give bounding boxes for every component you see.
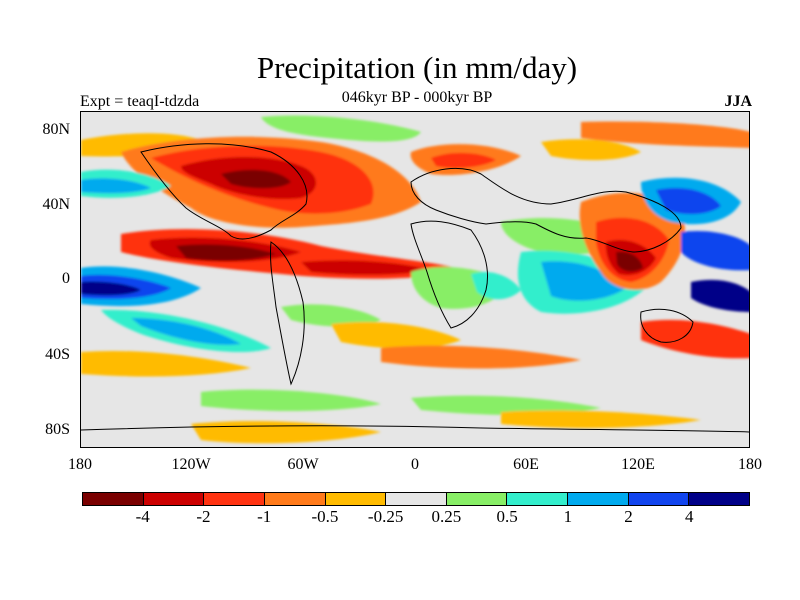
lat-label: 40S (45, 346, 70, 363)
map-plot (80, 111, 750, 448)
anomaly-region (691, 279, 749, 312)
lon-label: 120E (621, 456, 655, 473)
colorbar-segment (264, 493, 326, 505)
anomaly-region (81, 178, 151, 194)
plot-title: Precipitation (in mm/day) (256, 50, 578, 85)
anomaly-region (501, 410, 701, 429)
lat-label: 80N (42, 121, 70, 138)
colorbar-segment (83, 493, 144, 505)
colorbar-segment (325, 493, 387, 505)
colorbar-segment (143, 493, 205, 505)
colorbar-label: 0.5 (496, 507, 518, 526)
anomaly-region (81, 350, 251, 377)
lon-label: 180 (68, 456, 92, 473)
anomaly-region (221, 169, 291, 189)
anomaly-region (641, 319, 749, 359)
plot-subtitle: 046kyr BP - 000kyr BP (341, 89, 493, 106)
lon-label: 60W (287, 456, 319, 473)
experiment-label: Expt = teaqI-tdzda (80, 93, 200, 110)
anomaly-region (616, 251, 643, 272)
lon-label: 0 (411, 456, 419, 473)
colorbar-label: -4 (135, 507, 150, 526)
anomaly-region (656, 187, 721, 215)
colorbar-segment (446, 493, 508, 505)
lat-label: 80S (45, 421, 70, 438)
anomaly-region (541, 261, 626, 301)
anomaly-region (261, 115, 421, 142)
anomaly-region (381, 345, 581, 369)
anomaly-region (131, 318, 241, 345)
anomaly-region (81, 281, 141, 296)
colorbar-segment (204, 493, 265, 505)
lon-label: 60E (513, 456, 539, 473)
colorbar-label: 2 (624, 507, 633, 526)
colorbar-label: -0.25 (367, 507, 404, 526)
lon-label: 120W (171, 456, 211, 473)
colorbar-segment (568, 493, 629, 505)
lat-label: 40N (42, 196, 70, 213)
lat-label: 0 (62, 270, 70, 287)
coastlines (81, 143, 749, 433)
colorbar-label: 0.25 (431, 507, 462, 526)
colorbar-segment (507, 493, 569, 505)
colorbar-label: -0.5 (311, 507, 339, 526)
colorbar-label: 4 (685, 507, 694, 526)
colorbar (82, 492, 750, 506)
anomaly-region (201, 389, 381, 411)
anomaly-map (81, 112, 749, 447)
colorbar-label: -2 (196, 507, 211, 526)
anomaly-region (431, 152, 496, 168)
colorbar-segment (689, 493, 750, 505)
colorbar-label: -1 (257, 507, 272, 526)
anomaly-region (471, 271, 521, 300)
colorbar-segment (386, 493, 447, 505)
anomaly-region (331, 321, 461, 349)
anomaly-region (281, 304, 381, 327)
anomaly-region (541, 139, 641, 161)
colorbar-label: 1 (563, 507, 573, 526)
anomaly-region (581, 121, 749, 148)
anomaly-region (411, 395, 601, 415)
anomaly-region (681, 231, 749, 271)
anomaly-region (176, 244, 276, 261)
season-label: JJA (724, 93, 752, 110)
colorbar-segment (628, 493, 690, 505)
anomaly-region (301, 260, 431, 275)
lon-label: 180 (738, 456, 762, 473)
